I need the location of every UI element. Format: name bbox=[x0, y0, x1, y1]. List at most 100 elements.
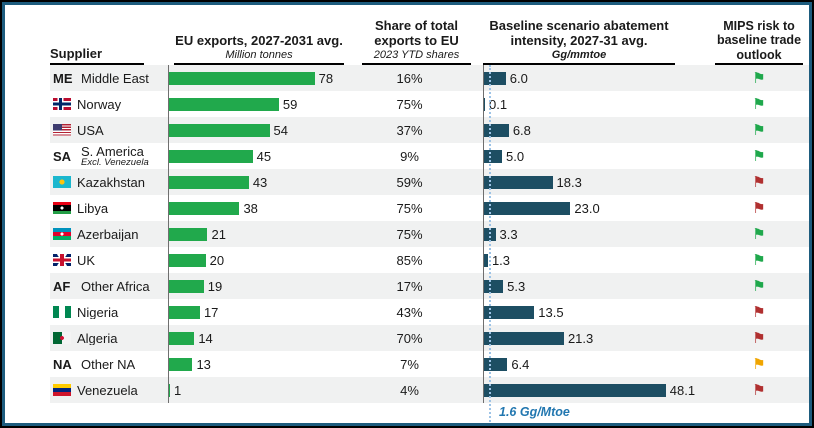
risk-flag-icon: ⚑ bbox=[752, 355, 766, 373]
supplier-name: Other NA bbox=[81, 356, 136, 372]
table-row: ME Middle East 78 16% 6.0 ⚑ bbox=[50, 65, 809, 91]
exports-bar bbox=[168, 201, 240, 215]
risk-flag-icon: ⚑ bbox=[752, 147, 766, 165]
country-flag-icon bbox=[53, 332, 71, 344]
abatement-value: 3.3 bbox=[499, 226, 518, 242]
supplier-name-block: Azerbaijan bbox=[77, 228, 138, 241]
exports-bar bbox=[168, 331, 195, 345]
header-mips-risk-title: MIPS risk to baseline trade outlook bbox=[716, 18, 802, 62]
exports-bar-cell: 13 bbox=[168, 351, 350, 377]
table-band: ME Middle East 78 16% 6.0 ⚑ Norway 59 bbox=[50, 65, 809, 422]
table-row: Nigeria 17 43% 13.5 ⚑ bbox=[50, 299, 809, 325]
risk-flag-icon: ⚑ bbox=[752, 329, 766, 347]
table-header: Supplier EU exports, 2027-2031 avg. Mill… bbox=[50, 11, 809, 65]
country-flag-icon bbox=[53, 124, 71, 136]
risk-flag-icon: ⚑ bbox=[752, 69, 766, 87]
country-flag-icon: NA bbox=[53, 356, 72, 372]
risk-flag-icon: ⚑ bbox=[752, 95, 766, 113]
supplier-cell: Libya bbox=[50, 202, 168, 215]
exports-bar bbox=[168, 71, 315, 85]
header-share: Share of total exports to EU 2023 YTD sh… bbox=[362, 11, 471, 65]
exports-value: 38 bbox=[243, 200, 258, 216]
header-abatement-subtitle: Gg/mmtoe bbox=[551, 49, 607, 62]
supplier-name: S. America bbox=[81, 144, 144, 159]
exports-bar bbox=[168, 175, 249, 189]
supplier-name-block: UK bbox=[77, 254, 95, 267]
abatement-value: 6.4 bbox=[511, 356, 530, 372]
exports-value: 19 bbox=[207, 278, 223, 294]
share-value: 7% bbox=[400, 356, 419, 372]
abatement-value: 48.1 bbox=[669, 382, 696, 398]
supplier-name: Middle East bbox=[81, 70, 149, 86]
supplier-cell: ME Middle East bbox=[50, 71, 168, 86]
abatement-bar bbox=[483, 175, 553, 189]
table-body: ME Middle East 78 16% 6.0 ⚑ Norway 59 bbox=[50, 65, 809, 403]
country-flag-icon bbox=[53, 306, 71, 318]
abatement-bar-cell: 5.3 bbox=[483, 273, 715, 299]
abatement-bar-cell: 48.1 bbox=[483, 377, 715, 403]
abatement-bar-cell: 3.3 bbox=[483, 221, 715, 247]
supplier-name-block: Libya bbox=[77, 202, 108, 215]
exports-bar-cell: 14 bbox=[168, 325, 350, 351]
abatement-value: 5.3 bbox=[507, 278, 526, 294]
table-row: Algeria 14 70% 21.3 ⚑ bbox=[50, 325, 809, 351]
exports-value: 59 bbox=[282, 96, 298, 112]
exports-value: 45 bbox=[256, 148, 272, 164]
supplier-name-block: Middle East bbox=[81, 72, 149, 85]
abatement-bar bbox=[483, 97, 485, 111]
share-value: 59% bbox=[396, 174, 423, 190]
abatement-bar-cell: 21.3 bbox=[483, 325, 715, 351]
abatement-value: 13.5 bbox=[538, 304, 564, 320]
supplier-name: Kazakhstan bbox=[77, 175, 145, 189]
header-supplier-label: Supplier bbox=[50, 46, 103, 62]
abatement-value: 6.0 bbox=[509, 70, 528, 86]
abatement-bar-cell: 18.3 bbox=[483, 169, 715, 195]
abatement-bar-cell: 1.3 bbox=[483, 247, 715, 273]
abatement-bar bbox=[483, 71, 506, 85]
abatement-bar bbox=[483, 279, 504, 293]
supplier-name-block: Norway bbox=[77, 98, 121, 111]
header-share-subtitle: 2023 YTD shares bbox=[373, 49, 460, 62]
exports-bar bbox=[168, 305, 200, 319]
abatement-bar-cell: 0.1 bbox=[483, 91, 715, 117]
abatement-bar bbox=[483, 357, 508, 371]
supplier-cell: Norway bbox=[50, 98, 168, 111]
country-flag-icon bbox=[53, 254, 71, 266]
exports-bar bbox=[168, 253, 206, 267]
supplier-name: USA bbox=[77, 123, 104, 137]
supplier-name: Norway bbox=[77, 97, 122, 111]
risk-flag-icon: ⚑ bbox=[752, 381, 766, 399]
exports-value: 20 bbox=[209, 252, 225, 268]
country-flag-icon bbox=[53, 384, 71, 396]
share-value: 75% bbox=[396, 226, 423, 242]
exports-bar bbox=[168, 97, 279, 111]
share-value: 75% bbox=[396, 200, 423, 216]
abatement-value: 23.0 bbox=[574, 200, 600, 216]
risk-flag-icon: ⚑ bbox=[752, 121, 766, 139]
supplier-cell: Venezuela bbox=[50, 384, 168, 397]
header-eu-exports-subtitle: Million tonnes bbox=[225, 49, 293, 62]
abatement-bar-cell: 5.0 bbox=[483, 143, 715, 169]
supplier-name: UK bbox=[77, 253, 96, 267]
supplier-name-block: Other NA bbox=[81, 358, 135, 371]
risk-flag-icon: ⚑ bbox=[752, 225, 766, 243]
country-flag-icon: SA bbox=[53, 148, 72, 164]
supplier-name: Nigeria bbox=[77, 305, 119, 319]
exports-bar bbox=[168, 123, 270, 137]
exports-value: 17 bbox=[203, 304, 219, 320]
exports-bar-cell: 17 bbox=[168, 299, 350, 325]
exports-value: 43 bbox=[252, 174, 268, 190]
exports-bar-cell: 1 bbox=[168, 377, 350, 403]
exports-bar-cell: 21 bbox=[168, 221, 350, 247]
supplier-cell: UK bbox=[50, 254, 168, 267]
table-row: SA S. America Excl. Venezuela 45 9% 5.0 … bbox=[50, 143, 809, 169]
exports-bar-cell: 43 bbox=[168, 169, 350, 195]
share-value: 17% bbox=[396, 278, 423, 294]
exports-bar bbox=[168, 279, 204, 293]
reference-line-label: 1.6 Gg/Mtoe bbox=[499, 405, 570, 419]
risk-flag-icon: ⚑ bbox=[752, 173, 766, 191]
header-eu-exports-title: EU exports, 2027-2031 avg. bbox=[175, 33, 343, 49]
supplier-cell: SA S. America Excl. Venezuela bbox=[50, 145, 168, 168]
supplier-name: Azerbaijan bbox=[77, 227, 139, 241]
